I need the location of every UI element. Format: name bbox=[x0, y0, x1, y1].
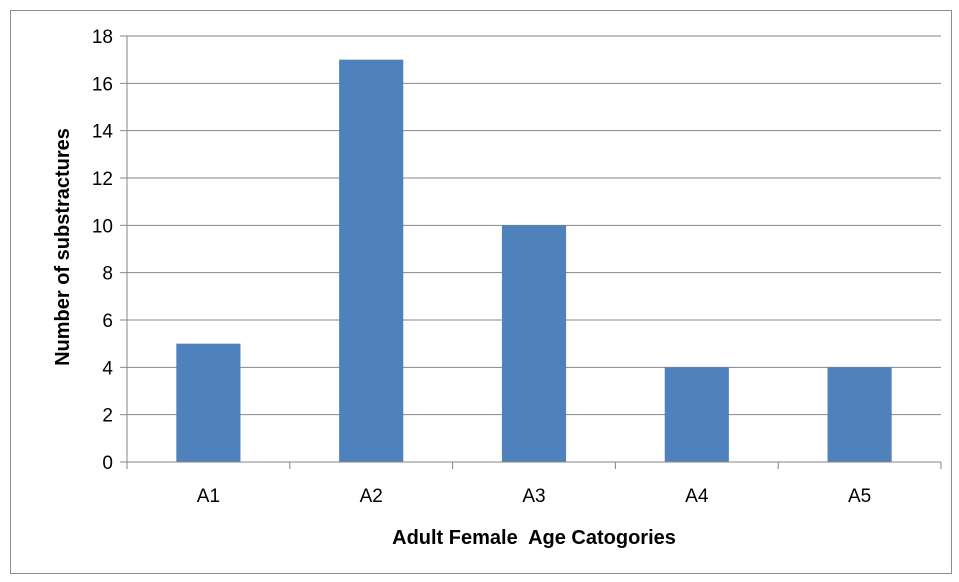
y-tick-label: 8 bbox=[102, 264, 113, 285]
y-tick-label: 0 bbox=[102, 453, 113, 474]
x-tick-label: A5 bbox=[848, 486, 871, 507]
y-tick-label: 10 bbox=[92, 216, 113, 237]
y-tick-label: 14 bbox=[92, 122, 114, 143]
x-tick-label: A2 bbox=[360, 486, 383, 507]
y-tick-label: 16 bbox=[92, 74, 113, 95]
bar-a1 bbox=[176, 343, 241, 462]
y-tick-label: 4 bbox=[102, 358, 113, 379]
bar-a5 bbox=[827, 367, 892, 462]
bar-a3 bbox=[501, 225, 567, 462]
x-tick-label: A4 bbox=[685, 486, 709, 507]
y-tick-label: 6 bbox=[102, 311, 113, 332]
chart-frame bbox=[10, 10, 952, 574]
y-axis-title: Number of substractures bbox=[52, 128, 74, 366]
x-tick-labels: A1 A2 A3 A4 A5 bbox=[126, 462, 942, 507]
axes bbox=[126, 36, 941, 463]
x-tick-label: A1 bbox=[197, 486, 220, 507]
y-tick-label: 2 bbox=[102, 406, 113, 427]
y-tick-label: 12 bbox=[92, 169, 113, 190]
x-tick-label: A3 bbox=[522, 486, 545, 507]
bars bbox=[176, 59, 892, 463]
y-tick-label: 18 bbox=[92, 27, 113, 48]
bar-a4 bbox=[664, 367, 729, 462]
gridlines bbox=[127, 35, 941, 416]
y-tick-labels: 0 2 4 6 8 10 12 14 16 18 bbox=[92, 27, 127, 474]
bar-a2 bbox=[339, 59, 404, 463]
x-axis-title: Adult Female Age Catogories bbox=[392, 527, 676, 549]
